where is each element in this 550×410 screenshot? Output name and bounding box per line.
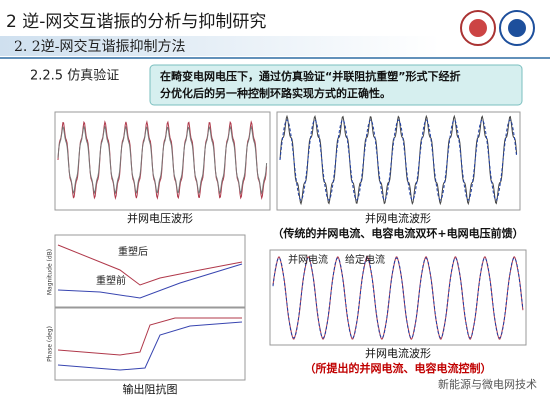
plot-frame [269,249,527,346]
axis-label: Magnitude (dB) [47,249,54,295]
waveform [272,257,524,339]
plot-frame [54,307,246,381]
annotation: 并网电流 [288,253,328,266]
waveform [57,125,268,195]
plot-frame [54,234,246,308]
figure-caption: 输出阻抗图 [123,382,178,396]
waveform [57,244,243,286]
annotation: 重塑前 [96,274,126,287]
waveform [57,317,242,356]
figure-caption: 并网电压波形 [127,211,193,225]
subtitle-band [0,36,440,56]
figure-subcaption: （所提出的并网电流、电容电流控制） [305,361,492,375]
note-box [149,64,523,106]
figure-caption: 并网电流波形 [365,211,431,225]
slide-subtitle: 2. 2逆-网交互谐振抑制方法 [14,38,185,55]
waveforms [57,114,524,371]
figure-subcaption: （传统的并网电流、电容电流双环+电网电压前馈） [272,226,523,240]
section-label: 2.2.5 仿真验证 [30,68,119,84]
annotation: 重塑后 [118,245,148,258]
waveform [279,119,518,201]
waveform [57,263,243,299]
annotation: 给定电流 [345,253,385,266]
note-line: 分优化后的另一种控制环路实现方式的正确性。 [160,86,391,100]
plot-frame [276,111,521,211]
watermark: 新能源与微电网技术 [438,377,537,391]
waveform [57,321,243,371]
logo [460,10,535,46]
slide-title: 2 逆-网交互谐振的分析与抑制研究 [6,12,266,32]
figure-caption: 并网电流波形 [365,346,431,360]
axis-label: Phase (deg) [47,326,54,362]
note-line: 在畸变电网电压下，通过仿真验证“并联阻抗重塑”形式下经折 [160,69,460,83]
